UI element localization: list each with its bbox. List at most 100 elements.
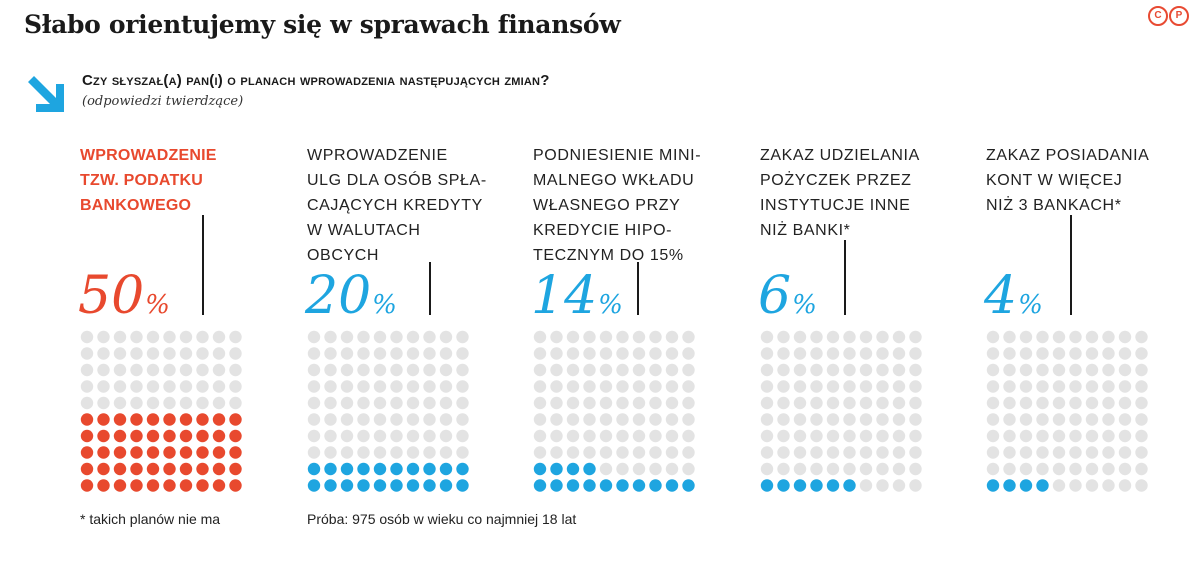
waffle-dot-filled xyxy=(373,462,387,476)
waffle-dot-filled xyxy=(80,446,94,459)
waffle-dot-empty xyxy=(357,380,370,393)
publisher-logo: C P xyxy=(1148,6,1189,26)
waffle-dot-empty xyxy=(892,396,906,410)
waffle-dot-empty xyxy=(533,330,547,344)
waffle-dot-empty xyxy=(456,347,469,360)
waffle-dot-empty xyxy=(682,462,695,476)
waffle-dot-empty xyxy=(909,347,922,360)
waffle-dot-empty xyxy=(843,347,856,360)
waffle-dot-empty xyxy=(390,363,403,377)
value-number: 14 xyxy=(531,266,598,326)
waffle-dot-empty xyxy=(826,363,840,377)
waffle-dot-empty xyxy=(1102,347,1115,360)
waffle-dot-filled xyxy=(130,413,143,426)
waffle-dot-empty xyxy=(1019,413,1033,426)
value-label: 20% xyxy=(305,266,397,335)
waffle-dot-empty xyxy=(1069,330,1082,344)
waffle-dot-filled xyxy=(212,413,226,426)
waffle-dot-empty xyxy=(439,446,453,459)
waffle-dot-empty xyxy=(1036,363,1049,377)
waffle-dot-empty xyxy=(892,363,906,377)
waffle-dot-filled xyxy=(533,462,547,476)
waffle-dot-empty xyxy=(1052,413,1066,426)
waffle-dot-empty xyxy=(406,347,420,360)
waffle-dot-empty xyxy=(1135,413,1148,426)
waffle-dot-empty xyxy=(1036,446,1049,459)
waffle-dot-filled xyxy=(456,479,469,492)
waffle-dot-empty xyxy=(97,380,110,393)
waffle-dot-empty xyxy=(1135,479,1148,492)
waffle-dot-filled xyxy=(649,479,662,492)
waffle-dot-empty xyxy=(649,413,662,426)
waffle-dot-empty xyxy=(1019,363,1033,377)
waffle-dot-empty xyxy=(1102,363,1115,377)
waffle-dot-empty xyxy=(986,363,1000,377)
waffle-dot-empty xyxy=(307,396,321,410)
waffle-dot-empty xyxy=(583,413,596,426)
waffle-dot-empty xyxy=(665,396,679,410)
waffle-dot-filled xyxy=(113,413,127,426)
label-line: ULG DLA OSÓB SPŁA- xyxy=(307,172,487,189)
waffle-dot-empty xyxy=(583,363,596,377)
value-unit: % xyxy=(145,290,170,320)
waffle-dot-empty xyxy=(146,396,160,410)
waffle-dot-empty xyxy=(665,347,679,360)
waffle-dot-empty xyxy=(406,363,420,377)
waffle-dot-empty xyxy=(340,363,354,377)
waffle-dot-filled xyxy=(357,479,370,492)
waffle-dot-filled xyxy=(179,429,193,443)
waffle-dot-empty xyxy=(566,429,580,443)
waffle-dot-empty xyxy=(632,363,646,377)
category-column: PODNIESIENIE MINI- MALNEGO WKŁADU WŁASNE… xyxy=(531,0,758,586)
waffle-dot-empty xyxy=(456,429,469,443)
waffle-dot-filled xyxy=(390,479,403,492)
category-label: WPROWADZENIE TZW. PODATKU BANKOWEGO xyxy=(80,143,295,218)
waffle-dot-filled xyxy=(599,479,613,492)
waffle-dot-filled xyxy=(146,462,160,476)
waffle-dot-empty xyxy=(583,347,596,360)
waffle-dot-empty xyxy=(80,396,94,410)
waffle-dot-empty xyxy=(1052,380,1066,393)
waffle-dot-empty xyxy=(196,347,209,360)
waffle-dot-empty xyxy=(1118,330,1132,344)
waffle-dot-filled xyxy=(760,479,774,492)
waffle-dot-empty xyxy=(566,413,580,426)
waffle-dot-empty xyxy=(212,347,226,360)
waffle-dot-empty xyxy=(682,380,695,393)
waffle-dot-empty xyxy=(390,380,403,393)
waffle-dot-filled xyxy=(146,479,160,492)
waffle-dot-empty xyxy=(649,396,662,410)
waffle-dot-filled xyxy=(423,462,436,476)
waffle-dot-empty xyxy=(826,446,840,459)
waffle-dot-empty xyxy=(1019,330,1033,344)
waffle-dot-empty xyxy=(892,380,906,393)
waffle-dot-empty xyxy=(682,363,695,377)
waffle-dot-filled xyxy=(423,479,436,492)
waffle-dot-filled xyxy=(843,479,856,492)
value-label: 50% xyxy=(78,266,170,335)
waffle-dot-empty xyxy=(843,363,856,377)
value-number: 50 xyxy=(78,266,145,326)
waffle-dot-empty xyxy=(1069,396,1082,410)
waffle-dot-empty xyxy=(986,380,1000,393)
waffle-dot-empty xyxy=(1003,396,1016,410)
waffle-dot-empty xyxy=(1135,429,1148,443)
waffle-dot-empty xyxy=(1118,413,1132,426)
waffle-dot-empty xyxy=(1085,479,1099,492)
waffle-dot-empty xyxy=(760,429,774,443)
waffle-dot-filled xyxy=(550,462,563,476)
waffle-dot-empty xyxy=(649,330,662,344)
waffle-dot-empty xyxy=(212,396,226,410)
waffle-dot-empty xyxy=(80,347,94,360)
waffle-dot-empty xyxy=(97,363,110,377)
waffle-dot-empty xyxy=(1036,330,1049,344)
waffle-dot-empty xyxy=(1069,446,1082,459)
waffle-dot-empty xyxy=(550,446,563,459)
waffle-dot-empty xyxy=(146,380,160,393)
waffle-dot-empty xyxy=(439,363,453,377)
waffle-dot-empty xyxy=(1019,396,1033,410)
waffle-dot-empty xyxy=(1085,347,1099,360)
waffle-dot-empty xyxy=(909,446,922,459)
waffle-dot-empty xyxy=(229,396,242,410)
waffle-dot-empty xyxy=(760,462,774,476)
